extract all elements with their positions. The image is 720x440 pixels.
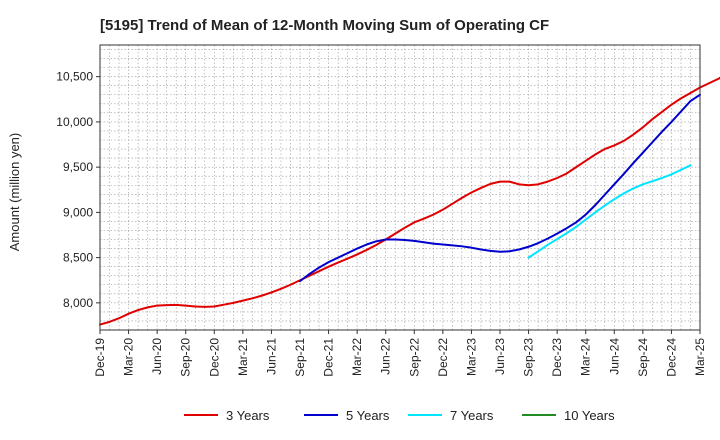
x-tick-label: Sep-23 bbox=[522, 338, 536, 377]
x-tick-label: Dec-19 bbox=[93, 338, 107, 377]
y-tick-label: 8,000 bbox=[63, 296, 93, 310]
x-tick-label: Dec-22 bbox=[436, 338, 450, 377]
legend-label: 7 Years bbox=[450, 408, 494, 423]
x-tick-label: Mar-23 bbox=[464, 338, 478, 376]
x-tick-label: Jun-24 bbox=[607, 338, 621, 375]
chart-title: [5195] Trend of Mean of 12-Month Moving … bbox=[100, 17, 549, 34]
x-tick-label: Jun-22 bbox=[379, 338, 393, 375]
series-line-7-years bbox=[527, 164, 692, 259]
x-tick-label: Mar-22 bbox=[350, 338, 364, 376]
x-tick-label: Jun-20 bbox=[150, 338, 164, 375]
legend-label: 5 Years bbox=[346, 408, 390, 423]
legend-label: 3 Years bbox=[226, 408, 270, 423]
series-line-3-years bbox=[99, 76, 720, 326]
x-tick-label: Mar-25 bbox=[693, 338, 707, 376]
x-tick-label: Mar-21 bbox=[236, 338, 250, 376]
x-tick-label: Jun-21 bbox=[264, 338, 278, 375]
y-axis-label: Amount (million yen) bbox=[7, 133, 22, 252]
x-tick-label: Mar-20 bbox=[122, 338, 136, 376]
x-tick-label: Dec-20 bbox=[207, 338, 221, 377]
series-group bbox=[99, 76, 720, 326]
plot-area bbox=[100, 45, 700, 330]
series-line-5-years bbox=[299, 93, 701, 283]
x-tick-label: Mar-24 bbox=[579, 338, 593, 376]
y-tick-label: 9,500 bbox=[63, 160, 93, 174]
x-tick-label: Sep-20 bbox=[179, 338, 193, 377]
x-tick-label: Dec-24 bbox=[664, 338, 678, 377]
legend: 3 Years 5 Years 7 Years 10 Years bbox=[184, 408, 615, 423]
x-tick-label: Jun-23 bbox=[493, 338, 507, 375]
x-tick-label: Dec-21 bbox=[322, 338, 336, 377]
y-ticks: 8,000 8,500 9,000 9,500 10,000 10,500 bbox=[56, 70, 100, 310]
x-tick-label: Sep-24 bbox=[636, 338, 650, 377]
x-tick-label: Dec-23 bbox=[550, 338, 564, 377]
y-tick-label: 10,000 bbox=[56, 115, 93, 129]
y-tick-label: 10,500 bbox=[56, 70, 93, 84]
x-tick-label: Sep-22 bbox=[407, 338, 421, 377]
x-tick-label: Sep-21 bbox=[293, 338, 307, 377]
y-tick-label: 9,000 bbox=[63, 205, 93, 219]
y-tick-label: 8,500 bbox=[63, 251, 93, 265]
legend-label: 10 Years bbox=[564, 408, 615, 423]
x-ticks: Dec-19 Mar-20 Jun-20 Sep-20 Dec-20 Mar-21 Jun-… bbox=[93, 330, 707, 377]
plot-frame bbox=[99, 44, 701, 331]
